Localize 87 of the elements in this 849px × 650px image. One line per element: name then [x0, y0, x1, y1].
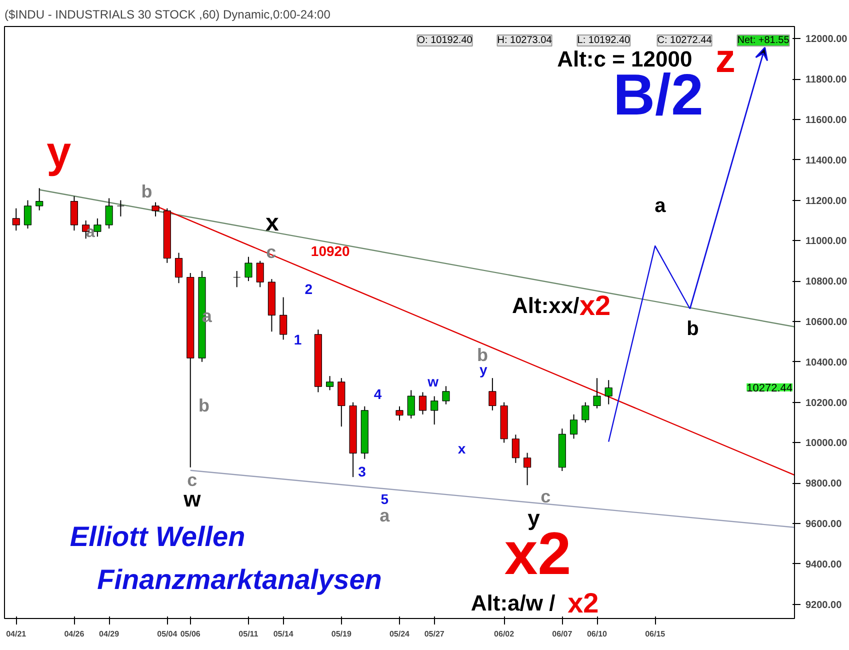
candlestick [396, 406, 404, 421]
x-tick-label: 05/06 [180, 630, 201, 638]
annotation: Alt:xx/ [512, 292, 580, 318]
annotation: a [380, 505, 391, 526]
y-tick-label: 11600.00 [806, 114, 848, 126]
annotation: b [686, 318, 699, 340]
y-tick-label: 9600.00 [806, 519, 842, 530]
candlestick [174, 252, 183, 284]
candlestick [24, 200, 32, 230]
annotation: x2 [568, 588, 599, 619]
annotation: 10272.44 [746, 382, 793, 394]
candlestick [70, 196, 78, 232]
annotation: H: 10273.04 [497, 35, 552, 46]
annotation: Elliott Wellen [70, 520, 246, 552]
annotation: c [540, 486, 551, 506]
annotation: b [198, 396, 210, 416]
candlestick [418, 392, 427, 415]
annotation: 3 [358, 463, 366, 480]
x-tick-label: 05/04 [157, 630, 178, 638]
x-tick-label: 06/07 [552, 630, 573, 638]
y-tick-label: 10600.00 [806, 316, 848, 328]
annotation: Net: +81.55 [737, 35, 790, 46]
y-tick-label: 10200.00 [806, 398, 848, 409]
annotation: z [715, 36, 736, 81]
candlestick [12, 208, 20, 232]
y-tick-label: 9200.00 [806, 600, 842, 611]
annotation: 1 [294, 332, 302, 348]
x-tick-label: 05/19 [331, 630, 352, 638]
candlestick [488, 378, 496, 411]
candlestick [105, 198, 113, 230]
annotation: a [654, 195, 667, 218]
x-tick-label: 05/14 [273, 630, 294, 638]
y-tick-label: 9400.00 [806, 559, 842, 570]
annotation: Finanzmarktanalysen [97, 564, 382, 595]
annotation: w [426, 374, 439, 390]
x-tick-label: 05/27 [424, 630, 445, 638]
chart-title: ($INDU - INDUSTRIALS 30 STOCK ,60) Dynamic,0:00-24:00 [4, 8, 331, 22]
candlestick [36, 188, 44, 211]
annotation: O: 10192.40 [417, 35, 473, 46]
annotation: a [86, 224, 95, 242]
y-tick-label: 11200.00 [806, 196, 848, 207]
candlestick [524, 452, 532, 486]
y-tick-label: 11400.00 [806, 155, 848, 166]
x-tick-label: 04/26 [64, 630, 85, 638]
x-tick-label: 06/02 [494, 630, 515, 638]
annotation: 2 [304, 281, 313, 298]
candlestick [582, 402, 590, 424]
y-tick-label: 12000.00 [806, 34, 848, 46]
x-tick-label: 05/24 [389, 630, 410, 638]
annotation: L: 10192.40 [577, 35, 631, 46]
candlestick [256, 260, 264, 288]
annotation: Alt:a/w / [470, 590, 556, 616]
candlestick [326, 376, 334, 391]
annotation: x [265, 210, 280, 237]
annotation: 4 [374, 386, 382, 402]
annotation: 5 [380, 491, 389, 508]
x-tick-label: 04/21 [6, 630, 27, 638]
candlestick [338, 378, 346, 428]
candlestick [512, 434, 520, 464]
candlestick [407, 390, 415, 419]
y-tick-label: 9800.00 [806, 478, 842, 490]
candlestick [604, 380, 612, 405]
annotation: y [46, 128, 72, 178]
annotation: C: 10272.44 [657, 35, 712, 46]
candlestick [570, 414, 578, 440]
annotation: x2 [579, 290, 611, 321]
annotation: y [528, 506, 541, 531]
candlestick [233, 270, 241, 288]
x-tick-label: 06/15 [645, 630, 666, 638]
y-tick-label: 10800.00 [806, 276, 848, 288]
x-tick-label: 05/11 [238, 630, 259, 638]
candlestick [116, 200, 124, 217]
y-tick-label: 10000.00 [806, 438, 848, 450]
candlestick [280, 296, 288, 340]
y-tick-label: 11800.00 [806, 74, 848, 86]
candlestick [430, 396, 438, 426]
candlestick [442, 386, 450, 405]
x-tick-label: 06/10 [586, 630, 608, 638]
candlestick [244, 256, 252, 282]
candlestick [94, 218, 102, 238]
y-tick-label: 11000.00 [806, 236, 848, 248]
x-tick-label: 04/29 [99, 630, 120, 638]
annotation: x [458, 440, 466, 457]
y-tick-label: 10400.00 [806, 357, 848, 368]
annotation: 10920 [310, 242, 350, 259]
annotation: b [141, 182, 152, 202]
candlestick [593, 378, 601, 409]
